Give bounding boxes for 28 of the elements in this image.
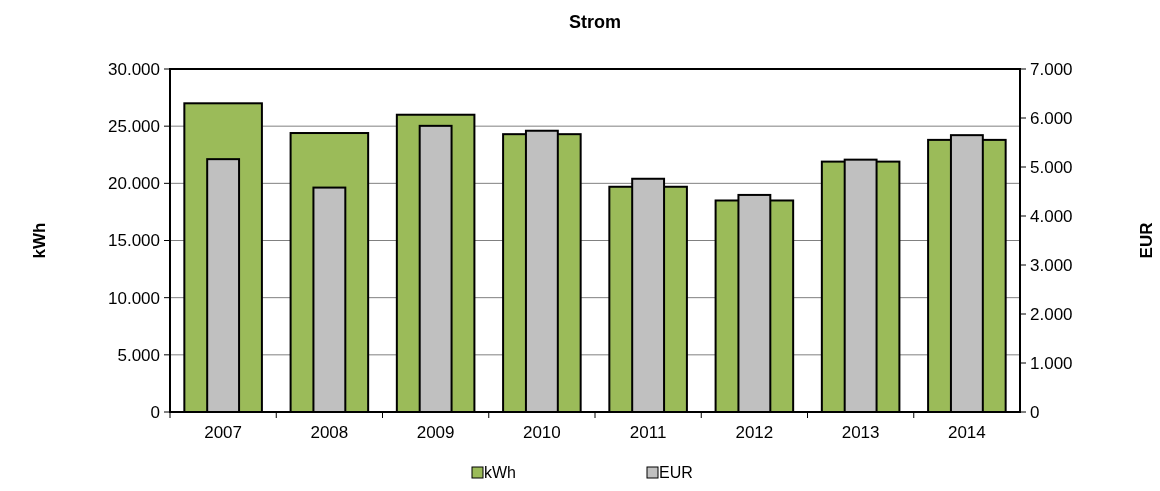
x-tick-label: 2013 bbox=[841, 423, 880, 442]
y2-tick-label: 3.000 bbox=[1030, 255, 1073, 275]
y-tick-label: 0 bbox=[150, 402, 160, 422]
y2-tick-label: 2.000 bbox=[1030, 304, 1073, 324]
y2-axis-title: EUR bbox=[1137, 222, 1156, 259]
y2-tick-label: 0 bbox=[1030, 402, 1040, 422]
y2-tick-label: 4.000 bbox=[1030, 206, 1073, 226]
x-tick-label: 2011 bbox=[629, 423, 667, 442]
chart-title: Strom bbox=[568, 12, 622, 32]
y-axis-title: kWh bbox=[30, 222, 49, 259]
y-tick-label: 25.000 bbox=[108, 117, 160, 137]
y-tick-label: 5.000 bbox=[117, 345, 160, 365]
x-tick-label: 2009 bbox=[416, 423, 455, 442]
y2-tick-label: 1.000 bbox=[1030, 353, 1073, 373]
legend-label: EUR bbox=[659, 464, 693, 481]
y2-tick-label: 6.000 bbox=[1030, 108, 1073, 128]
y-tick-label: 10.000 bbox=[108, 288, 160, 308]
x-tick-label: 2010 bbox=[522, 423, 561, 442]
y2-tick-label: 7.000 bbox=[1030, 59, 1073, 79]
x-tick-label: 2014 bbox=[947, 423, 986, 442]
y-tick-label: 20.000 bbox=[108, 174, 160, 194]
y2-tick-label: 5.000 bbox=[1030, 157, 1073, 177]
x-tick-label: 2012 bbox=[735, 423, 774, 442]
y-tick-label: 15.000 bbox=[108, 231, 160, 251]
y-tick-label: 30.000 bbox=[108, 59, 160, 79]
x-tick-label: 2007 bbox=[204, 423, 243, 442]
legend-label: kWh bbox=[484, 464, 516, 481]
x-tick-label: 2008 bbox=[310, 423, 349, 442]
